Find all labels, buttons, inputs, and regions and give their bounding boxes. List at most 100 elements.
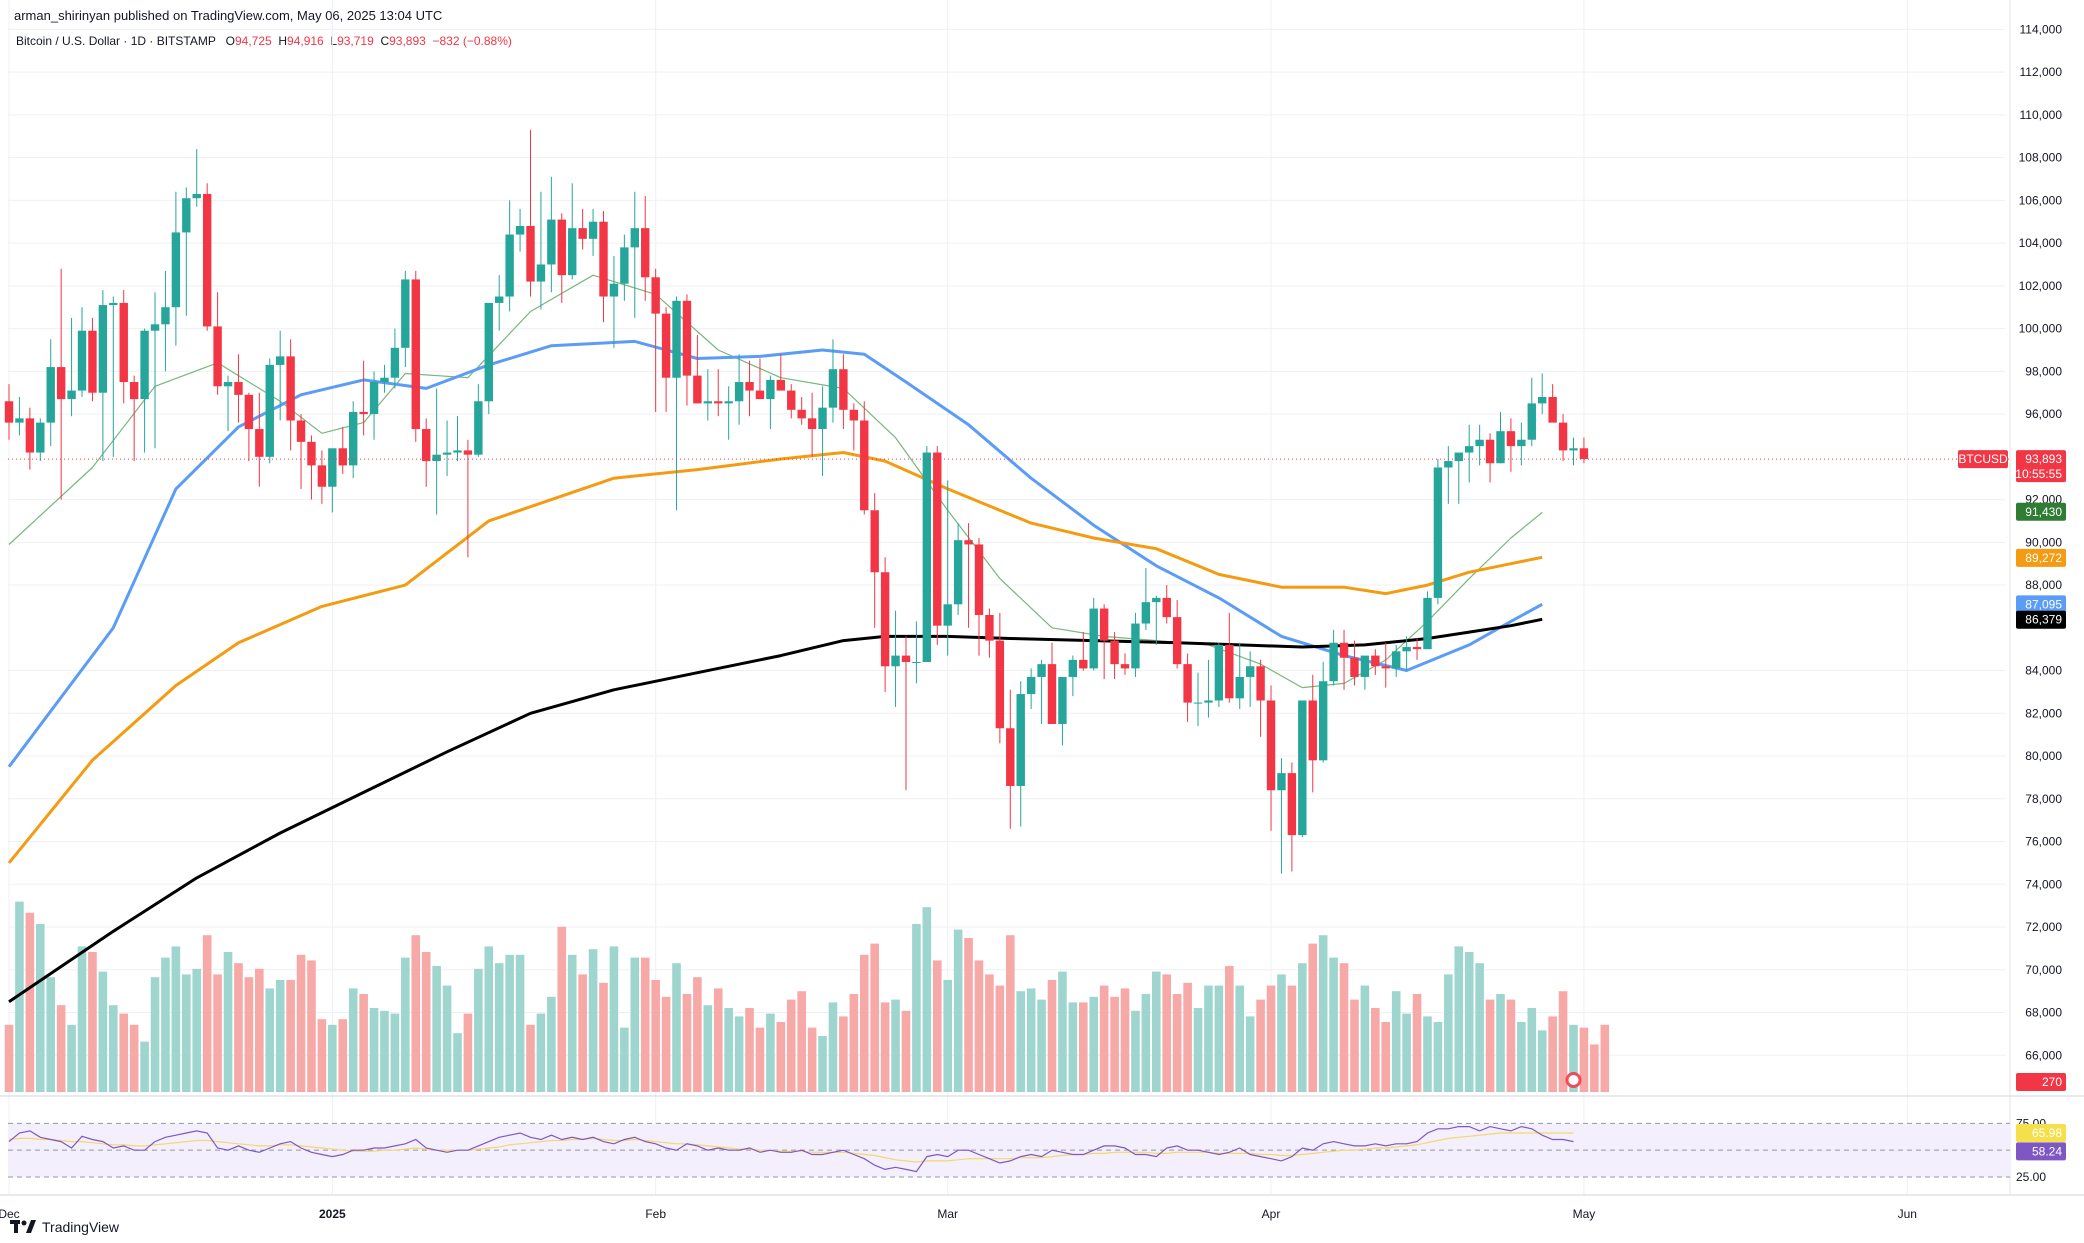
volume-bar xyxy=(1214,985,1224,1092)
candle-body xyxy=(620,247,629,284)
volume-bar xyxy=(703,1005,713,1092)
volume-bar xyxy=(1026,988,1036,1092)
countdown-text: 10:55:55 xyxy=(2015,467,2062,481)
symbol-legend: Bitcoin / U.S. Dollar · 1D · BITSTAMP O9… xyxy=(16,34,512,48)
us-flag-icon-inner xyxy=(1568,1075,1579,1085)
volume-bar xyxy=(255,968,264,1092)
candle-body xyxy=(1475,439,1484,447)
candle-body xyxy=(641,228,650,278)
volume-bar xyxy=(1350,999,1359,1092)
candle-body xyxy=(1465,446,1474,453)
volume-bar xyxy=(1016,991,1026,1092)
candle-body xyxy=(88,330,97,393)
tradingview-logo[interactable]: TradingView xyxy=(10,1219,119,1235)
volume-bar xyxy=(1590,1044,1599,1092)
tradingview-logo-text: TradingView xyxy=(42,1219,120,1235)
candle-body xyxy=(1579,448,1589,459)
candle-body xyxy=(296,420,306,442)
candle-body xyxy=(1256,666,1265,701)
candle-body xyxy=(787,390,796,410)
volume-bar xyxy=(67,1024,76,1092)
candle-body xyxy=(797,409,806,419)
candle-body xyxy=(1110,640,1119,665)
time-tick-label: Jun xyxy=(1898,1207,1917,1221)
volume-bar xyxy=(140,1041,149,1092)
volume-bar xyxy=(1047,980,1057,1092)
candle-body xyxy=(1298,700,1307,836)
volume-bar xyxy=(693,977,702,1092)
volume-bar xyxy=(682,994,692,1092)
candle-body xyxy=(1308,700,1317,761)
volume-bar xyxy=(807,1027,817,1092)
candle-body xyxy=(599,221,608,297)
rsi-badge-text: 58.24 xyxy=(2032,1144,2062,1158)
volume-bar xyxy=(1068,1002,1078,1092)
volume-bar xyxy=(599,982,608,1092)
pane-separators xyxy=(0,0,2084,1196)
volume-bar xyxy=(15,901,24,1092)
candle-body xyxy=(140,330,149,400)
candles xyxy=(4,129,2010,874)
candle-body xyxy=(755,390,765,400)
candle-body xyxy=(223,382,233,387)
candle-body xyxy=(766,379,775,400)
candle-body xyxy=(1350,657,1359,677)
candle-body xyxy=(891,655,900,667)
volume-bar xyxy=(912,924,921,1092)
price-tick-label: 88,000 xyxy=(2025,578,2062,592)
volume-bar xyxy=(776,1022,786,1092)
candle-body xyxy=(964,540,973,545)
close-value: 93,893 xyxy=(389,34,426,48)
volume-bar xyxy=(25,912,35,1092)
candle-body xyxy=(348,411,358,466)
candle-body xyxy=(234,382,243,395)
volume-bar xyxy=(202,935,212,1092)
volume-bar xyxy=(1485,999,1495,1092)
volume-bar xyxy=(536,1013,546,1092)
candle-body xyxy=(849,409,859,421)
candle-body xyxy=(202,193,212,327)
volume-bar xyxy=(891,999,900,1092)
candle-body xyxy=(1193,702,1203,704)
candle-body xyxy=(828,369,838,408)
volume-bar xyxy=(119,1013,129,1092)
candle-body xyxy=(1245,666,1255,677)
candle-body xyxy=(1037,664,1046,677)
symbol-badge-text: BTCUSD xyxy=(1958,452,2008,466)
volume-bar xyxy=(359,994,368,1092)
candle-body xyxy=(536,264,546,282)
candle-body xyxy=(255,429,264,457)
price-tick-label: 106,000 xyxy=(2019,193,2063,207)
price-tick-label: 72,000 xyxy=(2025,920,2062,934)
volume-bar xyxy=(609,946,619,1092)
candle-body xyxy=(995,640,1005,729)
candle-body xyxy=(1214,644,1224,701)
candle-body xyxy=(1162,597,1171,618)
volume-bars xyxy=(4,901,1610,1092)
volume-bar xyxy=(150,977,160,1092)
open-label: O xyxy=(225,34,235,48)
volume-bar xyxy=(307,960,316,1092)
candle-body xyxy=(974,544,984,615)
volume-bar xyxy=(56,1005,66,1092)
volume-bar xyxy=(129,1024,139,1092)
volume-bar xyxy=(463,1013,473,1092)
candle-body xyxy=(922,452,932,662)
volume-bar xyxy=(505,954,514,1092)
candle-body xyxy=(1235,676,1244,699)
volume-bar xyxy=(1005,935,1015,1092)
candle-body xyxy=(390,347,400,378)
volume-bar xyxy=(1110,996,1119,1092)
volume-bar xyxy=(1256,999,1265,1092)
volume-bar xyxy=(234,963,243,1092)
ma-badge-ma-100-text: 89,272 xyxy=(2025,551,2062,565)
volume-bar xyxy=(35,924,45,1092)
time-axis: Dec 2025 Feb Mar Apr May Jun xyxy=(0,1207,1917,1221)
candle-body xyxy=(953,540,963,605)
candle-body xyxy=(776,379,786,391)
candle-body xyxy=(557,219,566,276)
candle-body xyxy=(1444,461,1453,468)
candle-body xyxy=(547,219,556,265)
